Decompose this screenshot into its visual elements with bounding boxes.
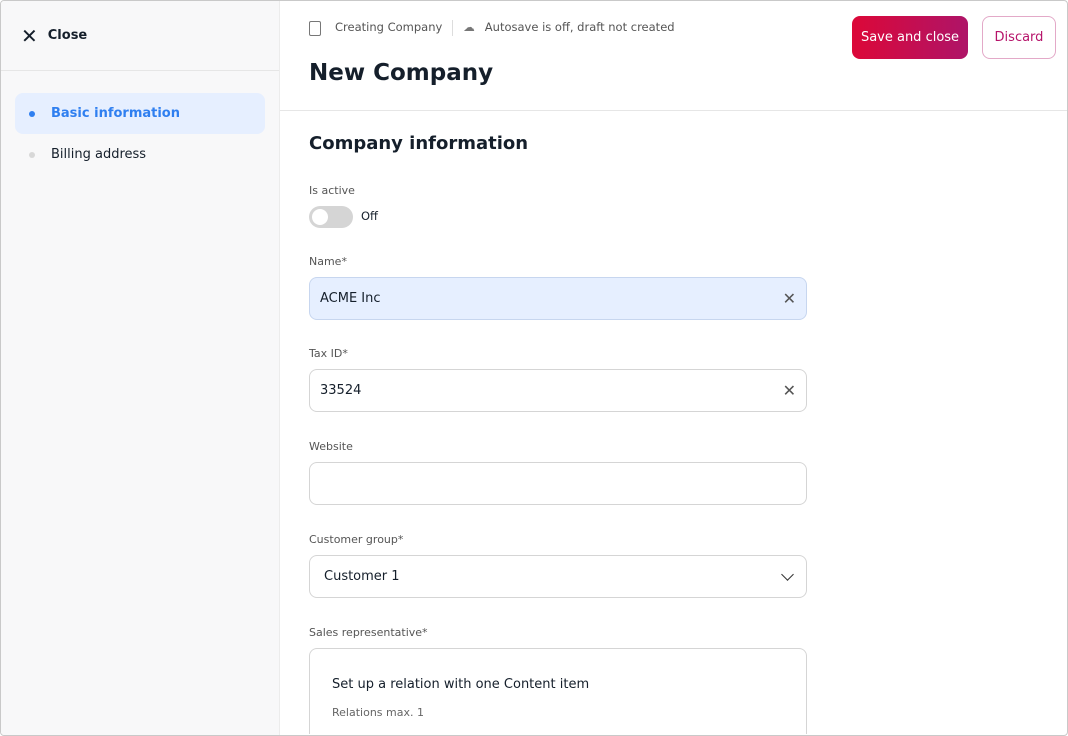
dot-icon <box>29 110 35 117</box>
close-icon: ✕ <box>21 23 38 48</box>
document-icon <box>309 20 321 36</box>
sidebar-item-basic-information[interactable]: Basic information <box>15 93 265 134</box>
sidebar-item-label: Billing address <box>51 146 147 162</box>
customer-group-select[interactable]: Customer 1 <box>309 555 807 598</box>
sidebar-item-billing-address[interactable]: Billing address <box>15 134 265 175</box>
autosave-status: Autosave is off, draft not created <box>484 20 675 35</box>
relation-prompt: Set up a relation with one Content item <box>332 677 590 692</box>
cloud-off-icon: ☁ <box>463 20 475 35</box>
clear-icon[interactable]: ✕ <box>782 288 796 308</box>
toggle-state: Off <box>361 209 378 224</box>
breadcrumb: Creating Company ☁ Autosave is off, draf… <box>309 20 675 36</box>
discard-button[interactable]: Discard <box>982 16 1056 59</box>
website-label: Website <box>309 440 353 453</box>
sales-rep-relation[interactable]: Set up a relation with one Content item R… <box>309 648 807 734</box>
tax-id-value: 33524 <box>320 382 362 398</box>
is-active-label: Is active <box>309 184 355 197</box>
sales-rep-label: Sales representative* <box>309 626 428 639</box>
sidebar: ✕ Close Basic information Billing address <box>1 1 280 735</box>
chevron-down-icon <box>781 568 794 581</box>
page-title: New Company <box>309 60 494 86</box>
tax-id-label: Tax ID* <box>309 347 348 360</box>
close-button[interactable]: ✕ Close <box>1 1 279 71</box>
customer-group-value: Customer 1 <box>324 568 400 584</box>
name-field[interactable]: ACME Inc ✕ <box>309 277 807 320</box>
name-value: ACME Inc <box>320 290 381 306</box>
website-field[interactable] <box>309 462 807 505</box>
dot-icon <box>29 151 35 158</box>
save-and-close-button[interactable]: Save and close <box>852 16 968 59</box>
close-label: Close <box>47 27 88 43</box>
section-title: Company information <box>309 133 529 154</box>
clear-icon[interactable]: ✕ <box>782 380 796 400</box>
is-active-toggle[interactable] <box>309 206 353 228</box>
relation-hint: Relations max. 1 <box>332 706 424 719</box>
divider <box>452 20 454 36</box>
name-label: Name* <box>309 255 347 268</box>
tax-id-field[interactable]: 33524 ✕ <box>309 369 807 412</box>
breadcrumb-text: Creating Company <box>335 20 443 35</box>
customer-group-label: Customer group* <box>309 533 404 546</box>
sidebar-item-label: Basic information <box>51 105 180 121</box>
